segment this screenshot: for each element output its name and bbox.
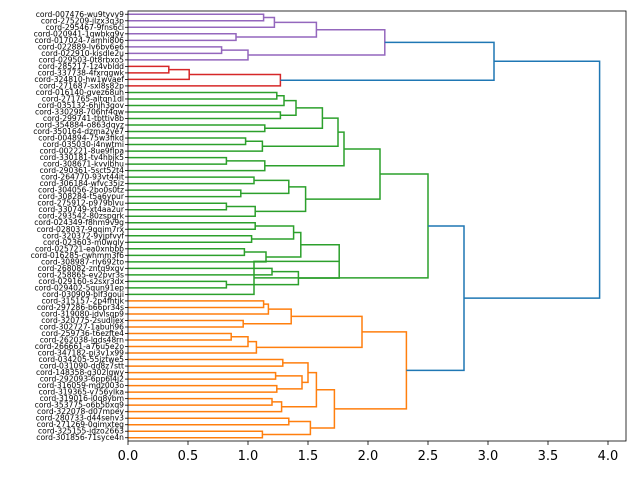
leaf-label: cord-031090-dd8z7stt: [40, 362, 124, 371]
leaf-label: cord-271687-sxl8s82p: [39, 81, 124, 90]
leaf-label: cord-337738-4fxrqgwk: [38, 68, 125, 77]
leaf-label: cord-330181-tv4hbjk5: [40, 153, 125, 162]
leaf-label: cord-319080-jdvlsqp9: [41, 309, 124, 318]
leaf-label: cord-262038-lgds48rn: [40, 336, 124, 345]
leaf-label: cord-316059-mdz003o: [38, 381, 125, 390]
leaf-label: cord-035132-6hjh3gov: [38, 101, 125, 110]
leaf-label: cord-308671-kvvlbhu: [43, 160, 124, 169]
leaf-label: cord-304056-2bo0s0tz: [38, 186, 124, 195]
leaf-label: cord-319016-i0q8ybm: [40, 394, 124, 403]
leaf-label: cord-297286-b66pr34s: [37, 303, 124, 312]
leaf-label: cord-353775-o6b5bxq9: [35, 401, 125, 410]
leaf-label: cord-320775-2sudljex: [41, 316, 124, 325]
leaf-label: cord-322078-d07mpev: [37, 407, 124, 416]
x-tick-label: 1.0: [238, 449, 259, 464]
leaf-labels: cord-007476-wu9tyvv9cord-275209-jlzx3q3p…: [31, 10, 128, 442]
leaf-label: cord-268082-zntq9xgv: [38, 264, 125, 273]
leaf-label: cord-295467-9fns6ci: [46, 23, 125, 32]
leaf-label: cord-029402-5qun91ep: [34, 283, 124, 292]
leaf-label: cord-330749-xt4aa2ur: [39, 205, 125, 214]
leaf-label: cord-029503-0t8rbxo5: [39, 55, 125, 64]
leaf-label: cord-308284-t5a6ypur: [38, 192, 125, 201]
leaf-label: cord-308987-rly692to: [41, 257, 124, 266]
leaf-label: cord-016285-cwhmm3f6: [31, 251, 125, 260]
leaf-label: cord-024349-f8hm9v9g: [34, 218, 124, 227]
leaf-label: cord-017024-7amhi806: [35, 36, 125, 45]
x-axis-ticks: 0.0 0.5 1.0 1.5 2.0 2.5 3.0 3.5 4.0: [118, 441, 619, 464]
leaf-label: cord-275912-p979blvu: [37, 199, 124, 208]
leaf-label: cord-315157-2p4fhtjk: [41, 296, 124, 305]
leaf-label: cord-330298-706hf4qw: [35, 107, 124, 116]
leaf-label: cord-280733-d44senv3: [36, 414, 125, 423]
leaf-label: cord-271269-0gimxteg: [37, 420, 124, 429]
x-tick-label: 3.0: [478, 449, 499, 464]
leaf-label: cord-271765-altqn1dl: [42, 94, 124, 103]
leaf-label: cord-320372-9yjpfvvf: [42, 231, 124, 240]
leaf-label: cord-020941-1qwbkq9v: [34, 29, 125, 38]
leaf-label: cord-319365-v756ylka: [39, 388, 124, 397]
axes-frame: [127, 10, 627, 442]
leaf-label: cord-035030-i4nwtmi: [42, 140, 124, 149]
leaf-label: cord-302727-1abuh96: [39, 322, 124, 331]
x-tick-label: 0.5: [178, 449, 199, 464]
leaf-label: cord-347182-pi3v1x99: [38, 349, 125, 358]
leaf-label: cord-325155-iqzo2663: [38, 427, 124, 436]
leaf-label: cord-324810-hw1wvaef: [34, 75, 124, 84]
leaf-label: cord-022910-kisdle2u: [41, 49, 124, 58]
leaf-label: cord-258865-ev2pvr3s: [38, 270, 124, 279]
x-tick-label: 4.0: [598, 449, 619, 464]
leaf-label: cord-264770-93vt44it: [41, 173, 124, 182]
leaf-label: cord-002221-8ue9flpa: [39, 147, 124, 156]
leaf-label: cord-016140-gvez68uh: [36, 88, 125, 97]
leaf-label: cord-293542-80zspgrk: [38, 212, 124, 221]
leaf-label: cord-275209-jlzx3q3p: [41, 16, 124, 25]
leaf-label: cord-354884-o863dqyz: [36, 121, 125, 130]
x-tick-label: 3.5: [538, 449, 559, 464]
leaf-label: cord-301856-71syce4n: [36, 433, 124, 442]
leaf-label: cord-306184-wfvc35jz: [40, 179, 124, 188]
leaf-label: cord-004894-75w3fikd: [38, 134, 124, 143]
leaf-label: cord-007476-wu9tyvv9: [36, 10, 124, 19]
dendrogram-links: [128, 13, 601, 439]
x-tick-label: 1.5: [298, 449, 319, 464]
leaf-label: cord-022889-lv6bv6e6: [38, 42, 124, 51]
x-tick-label: 2.0: [358, 449, 379, 464]
leaf-label: cord-266661-a76u5e2o: [35, 342, 125, 351]
leaf-label: cord-028037-9gqim7rx: [37, 225, 125, 234]
leaf-label: cord-259736-t6ezfte4: [41, 329, 124, 338]
leaf-label: cord-350164-dzma2ve7: [33, 127, 124, 136]
leaf-label: cord-030909-blf3goui: [42, 290, 124, 299]
x-tick-label: 0.0: [118, 449, 139, 464]
leaf-label: cord-299741-tbttiv8b: [43, 114, 124, 123]
leaf-label: cord-029160-s2sxr3dx: [38, 277, 124, 286]
leaf-label: cord-034205-55jztwe5: [38, 355, 124, 364]
dendrogram-link: [464, 60, 601, 299]
leaf-label: cord-148358-g302lgwy: [36, 368, 125, 377]
x-tick-label: 2.5: [418, 449, 439, 464]
leaf-label: cord-285217-1z4vbldd: [38, 62, 124, 71]
leaf-label: cord-292093-6pp6l4j2: [40, 375, 124, 384]
leaf-label: cord-023603-m0wqly: [43, 238, 124, 247]
leaf-label: cord-025721-ea0xnbbb: [35, 244, 124, 253]
leaf-label: cord-290361-5sct52t4: [39, 166, 124, 175]
